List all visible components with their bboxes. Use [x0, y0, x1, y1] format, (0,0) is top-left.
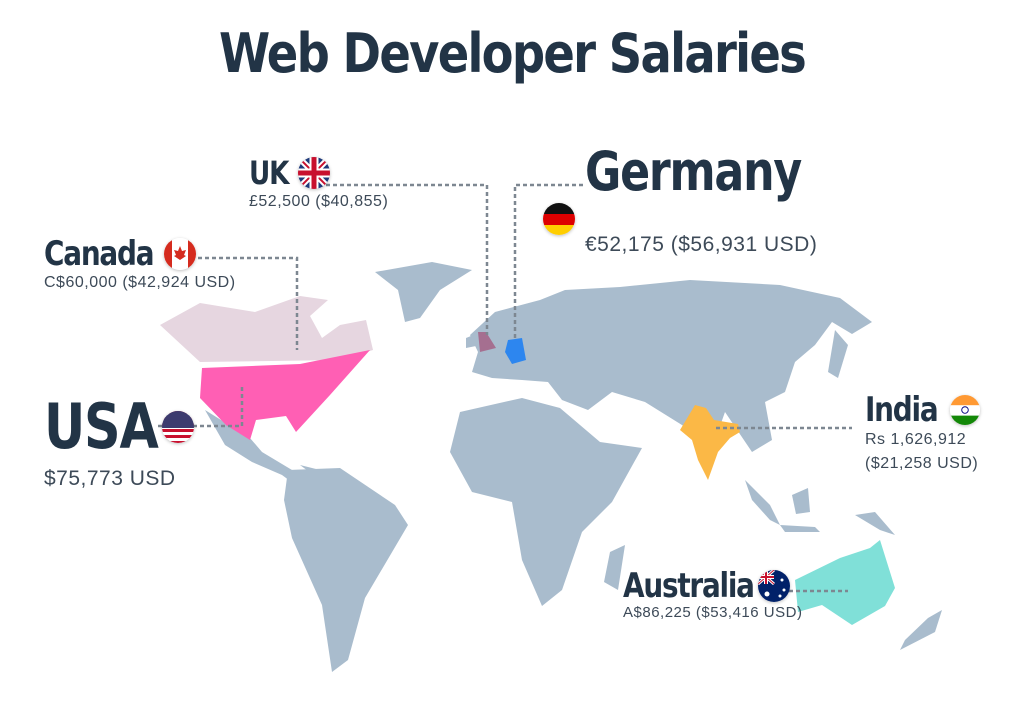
canada-label: Canada C$60,000 ($42,924 USD)	[44, 234, 236, 292]
canada-shape	[160, 296, 373, 362]
germany-label: Germany €52,175 ($56,931 USD)	[543, 140, 848, 257]
india-shape	[680, 405, 740, 480]
australia-shape	[795, 540, 895, 625]
india-label: India Rs 1,626,912 ($21,258 USD)	[865, 390, 981, 476]
germany-name: Germany	[585, 140, 802, 203]
germany-salary: €52,175 ($56,931 USD)	[585, 233, 818, 256]
usa-label: USA $75,773 USD	[44, 390, 194, 491]
usa-salary: $75,773 USD	[44, 467, 176, 490]
india-salary-usd: ($21,258 USD)	[865, 455, 979, 472]
greenland	[375, 262, 472, 322]
canada-flag-icon	[164, 238, 197, 270]
new-zealand	[900, 610, 942, 650]
borneo	[792, 488, 810, 514]
germany-shape	[505, 338, 526, 364]
south-america	[284, 468, 408, 672]
japan	[828, 330, 848, 378]
canada-salary: C$60,000 ($42,924 USD)	[44, 274, 236, 291]
africa	[450, 398, 642, 606]
ireland	[466, 334, 476, 348]
australia-label: Australia A$86,225 ($53,416 USD)	[623, 566, 802, 621]
page-title: Web Developer Salaries	[218, 22, 807, 85]
new-guinea	[855, 512, 895, 535]
uk-flag-icon	[297, 157, 330, 189]
usa-flag-icon	[161, 410, 194, 443]
indonesia-1	[745, 480, 780, 525]
canada-connector-line	[198, 256, 299, 350]
india-salary-local: Rs 1,626,912	[865, 431, 967, 448]
uk-label: UK £52,500 ($40,855)	[249, 154, 388, 211]
uk-salary: £52,500 ($40,855)	[249, 193, 389, 210]
usa-name: USA	[44, 390, 159, 463]
australia-salary: A$86,225 ($53,416 USD)	[623, 604, 803, 621]
eurasia	[470, 280, 872, 460]
madagascar	[604, 545, 625, 590]
uk-name: UK	[249, 154, 289, 192]
scandinavia	[520, 300, 560, 335]
australia-name: Australia	[623, 566, 755, 606]
central-america	[205, 410, 305, 492]
germany-connector-line	[513, 183, 583, 340]
uk-connector-line	[326, 183, 489, 335]
australia-flag-icon	[757, 570, 790, 602]
germany-flag-icon	[543, 203, 575, 235]
indonesia-2	[780, 525, 820, 532]
canada-name: Canada	[44, 234, 155, 274]
uk-shape	[478, 332, 496, 352]
india-name: India	[865, 390, 939, 430]
india-flag-icon	[950, 395, 981, 425]
